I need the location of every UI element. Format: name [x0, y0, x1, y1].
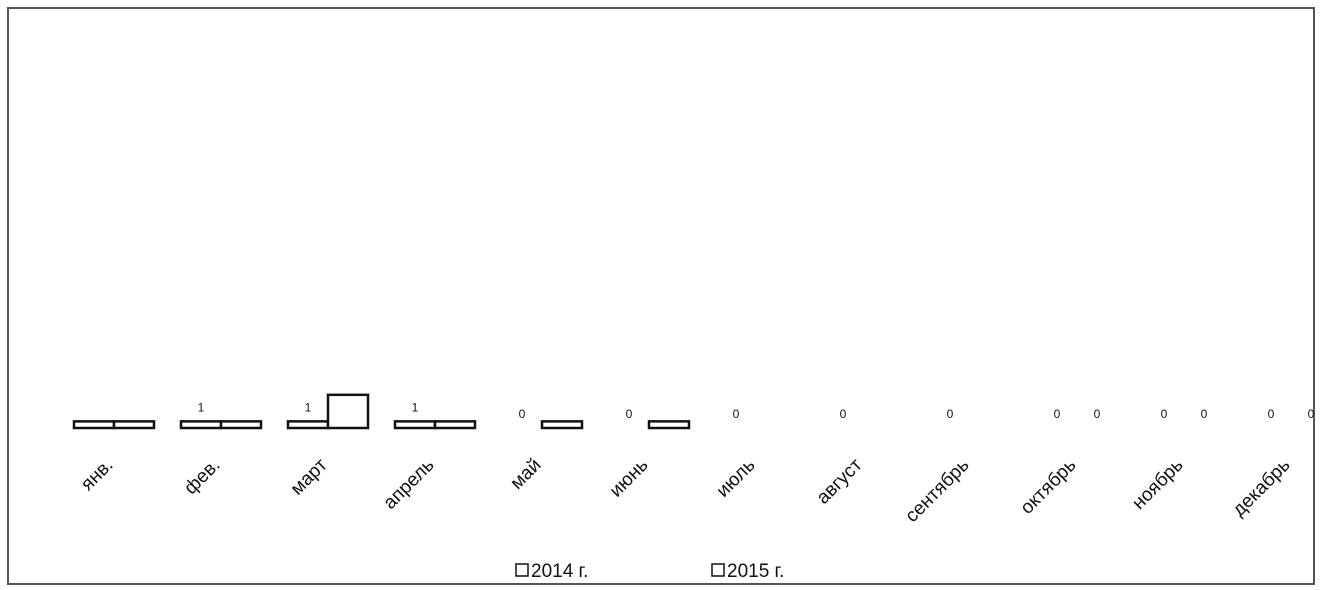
legend: 2014 г. 2015 г. [515, 561, 784, 582]
data-labels-layer: 1 1 1 0 0 0 0 0 0 0 0 0 0 0 [198, 400, 1315, 421]
legend-label-2014: 2014 г. [531, 561, 588, 582]
data-label-2014-6: 0 [626, 407, 633, 421]
data-label-2014-11: 0 [1161, 407, 1168, 421]
data-label-2014-9: 0 [947, 407, 954, 421]
data-label-2015-12: 0 [1308, 407, 1315, 421]
chart-frame [7, 7, 1315, 585]
bar-2015-3 [326, 393, 370, 430]
data-label-2014-3: 1 [305, 400, 312, 414]
legend-swatch-2014 [515, 563, 529, 577]
bar-2014-2 [179, 420, 223, 430]
data-label-2014-2: 1 [198, 400, 205, 414]
bar-2014-3 [286, 420, 330, 430]
data-label-2015-11: 0 [1201, 407, 1208, 421]
bar-2014-1 [72, 420, 116, 430]
data-label-2014-4: 1 [412, 400, 419, 414]
data-label-2014-12: 0 [1268, 407, 1275, 421]
legend-swatch-2015 [711, 563, 725, 577]
bar-2015-1 [112, 420, 156, 430]
legend-item-2015: 2015 г. [711, 561, 784, 582]
legend-label-2015: 2015 г. [727, 561, 784, 582]
bars-layer [72, 393, 691, 430]
bar-2015-4 [433, 420, 477, 430]
bar-2015-2 [219, 420, 263, 430]
bar-2015-5 [540, 420, 584, 430]
bar-2015-6 [647, 420, 691, 430]
bar-2014-4 [393, 420, 437, 430]
data-label-2014-8: 0 [840, 407, 847, 421]
data-label-2015-10: 0 [1094, 407, 1101, 421]
data-label-2014-10: 0 [1054, 407, 1061, 421]
data-label-2014-5: 0 [519, 407, 526, 421]
legend-item-2014: 2014 г. [515, 561, 588, 582]
data-label-2014-7: 0 [733, 407, 740, 421]
